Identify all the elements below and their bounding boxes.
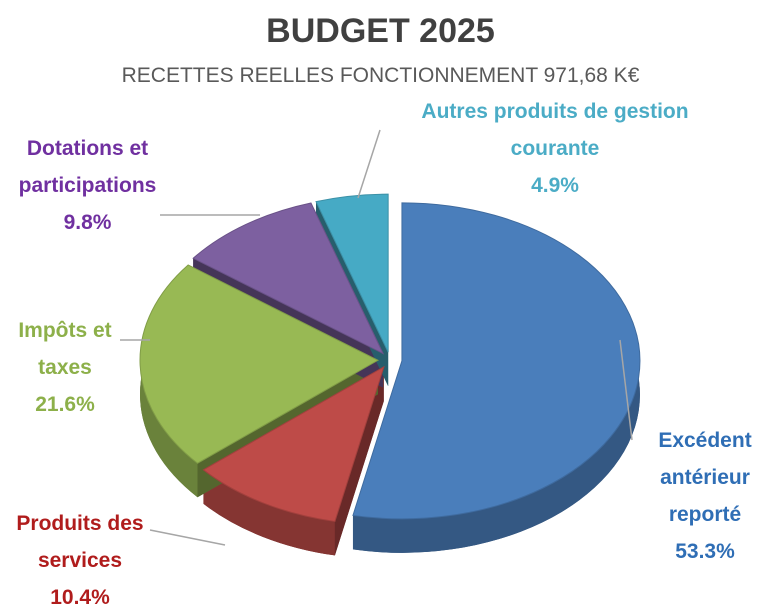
value-label: 4.9% — [531, 174, 579, 197]
slice — [192, 202, 385, 355]
chart-subtitle: RECETTES REELLES FONCTIONNEMENT 971,68 K… — [121, 64, 640, 87]
category-label: Impôts et taxes — [18, 319, 112, 379]
value-label: 9.8% — [63, 211, 112, 234]
leader-line — [149, 529, 226, 546]
data-label: Produits des services 10.4% — [5, 505, 155, 616]
value-label: 21.6% — [35, 393, 95, 416]
category-label: Produits des services — [16, 512, 144, 572]
category-label: Autres produits de gestion courante — [421, 100, 689, 160]
chart-title: BUDGET 2025 — [266, 12, 495, 50]
value-label: 53.3% — [675, 540, 735, 563]
leader-line — [357, 129, 381, 199]
data-label: Excédent antérieur reporté 53.3% — [640, 422, 761, 570]
value-label: 10.4% — [50, 586, 110, 609]
slice — [315, 193, 389, 353]
data-label: Dotations et participations 9.8% — [0, 130, 175, 241]
slice — [352, 202, 641, 520]
slice — [139, 264, 380, 464]
slice — [202, 365, 385, 522]
slice-side — [334, 366, 384, 556]
leader-line — [619, 339, 633, 441]
category-label: Dotations et participations — [18, 137, 157, 197]
data-label: Autres produits de gestion courante 4.9% — [395, 93, 715, 204]
data-label: Impôts et taxes 21.6% — [0, 312, 130, 423]
category-label: Excédent antérieur reporté — [658, 429, 752, 526]
